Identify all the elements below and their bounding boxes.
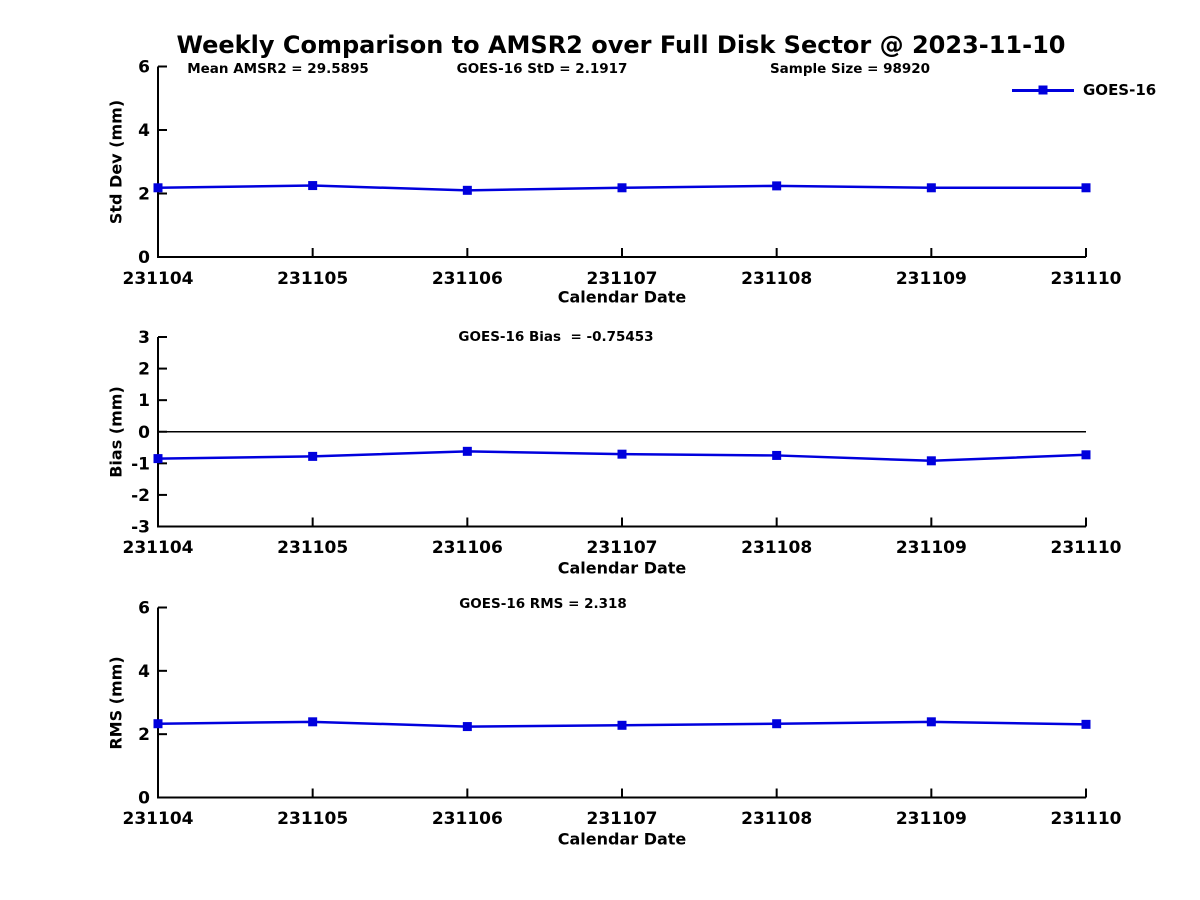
x-tick-label: 231104 xyxy=(123,809,194,829)
x-tick-label: 231105 xyxy=(277,538,348,558)
x-tick-label: 231104 xyxy=(123,538,194,558)
rms-x-axis-label: Calendar Date xyxy=(557,829,687,849)
data-point-marker xyxy=(462,185,472,195)
figure-title: Weekly Comparison to AMSR2 over Full Dis… xyxy=(176,31,1066,59)
data-point-marker xyxy=(772,450,782,460)
x-tick-label: 231108 xyxy=(741,269,812,289)
y-tick-label: -3 xyxy=(131,518,150,538)
x-tick-label: 231107 xyxy=(587,269,658,289)
y-tick-label: 0 xyxy=(138,423,150,443)
x-tick-label: 231108 xyxy=(741,538,812,558)
x-tick-label: 231106 xyxy=(432,809,503,829)
annotation-goes16-bias: GOES-16 Bias = -0.75453 xyxy=(458,329,654,345)
x-tick-label: 231107 xyxy=(587,809,658,829)
x-tick-label: 231104 xyxy=(123,269,194,289)
data-point-marker xyxy=(1081,183,1091,193)
data-point-marker xyxy=(308,451,318,461)
y-tick-label: 6 xyxy=(138,58,150,78)
x-tick-label: 231105 xyxy=(277,809,348,829)
subplot-3: 0 2 4 6 231104 231105 231106 231107 231108 231109… xyxy=(123,599,1122,830)
y-tick-label: -2 xyxy=(131,486,150,506)
x-tick-label: 231110 xyxy=(1051,538,1122,558)
data-point-marker xyxy=(926,717,936,727)
y-tick-label: 2 xyxy=(138,185,150,205)
y-tick-label: 6 xyxy=(138,599,150,619)
stddev-y-axis-label: Std Dev (mm) xyxy=(106,99,126,225)
data-point-marker xyxy=(153,183,163,193)
y-tick-label: 0 xyxy=(138,248,150,268)
data-point-marker xyxy=(153,454,163,464)
x-tick-label: 231108 xyxy=(741,809,812,829)
data-point-marker xyxy=(772,181,782,191)
x-tick-label: 231109 xyxy=(896,269,967,289)
data-point-marker xyxy=(617,449,627,459)
rms-y-axis-label: RMS (mm) xyxy=(106,656,126,750)
x-tick-label: 231105 xyxy=(277,269,348,289)
data-point-marker xyxy=(617,183,627,193)
bias-y-axis-label: Bias (mm) xyxy=(106,386,126,478)
y-tick-label: 2 xyxy=(138,360,150,380)
subplot-2: -3 -2 -1 0 1 2 3 231104 231105 231106 231107 231108… xyxy=(123,328,1122,558)
data-point-marker xyxy=(617,720,627,730)
legend-line-sample xyxy=(1012,85,1074,95)
x-tick-label: 231106 xyxy=(432,538,503,558)
data-point-marker xyxy=(153,719,163,729)
data-point-marker xyxy=(308,181,318,191)
y-tick-label: 2 xyxy=(138,725,150,745)
annotation-goes16-rms: GOES-16 RMS = 2.318 xyxy=(459,596,627,612)
bias-x-axis-label: Calendar Date xyxy=(557,558,687,578)
legend-square-marker-icon xyxy=(1038,85,1048,95)
x-tick-label: 231110 xyxy=(1051,269,1122,289)
y-tick-label: 1 xyxy=(138,391,150,411)
data-point-marker xyxy=(926,456,936,466)
x-tick-label: 231109 xyxy=(896,809,967,829)
y-tick-label: 4 xyxy=(138,662,150,682)
y-tick-label: -1 xyxy=(131,454,150,474)
annotation-goes16-std: GOES-16 StD = 2.1917 xyxy=(456,61,628,77)
y-tick-label: 3 xyxy=(138,328,150,348)
y-tick-label: 0 xyxy=(138,789,150,809)
data-point-marker xyxy=(772,719,782,729)
data-point-marker xyxy=(1081,450,1091,460)
stddev-x-axis-label: Calendar Date xyxy=(557,287,687,307)
x-tick-label: 231110 xyxy=(1051,809,1122,829)
y-tick-label: 4 xyxy=(138,121,150,141)
subplot-1: 0 2 4 6 231104 231105 231106 231107 231108 231109… xyxy=(123,58,1122,290)
x-tick-label: 231106 xyxy=(432,269,503,289)
data-point-marker xyxy=(462,722,472,732)
legend: GOES-16 xyxy=(1012,81,1156,99)
data-point-marker xyxy=(308,717,318,727)
annotation-sample-size: Sample Size = 98920 xyxy=(769,61,931,77)
annotation-mean-amsr2: Mean AMSR2 = 29.5895 xyxy=(187,61,369,77)
data-point-marker xyxy=(926,183,936,193)
data-point-marker xyxy=(1081,719,1091,729)
x-tick-label: 231109 xyxy=(896,538,967,558)
legend-series-label: GOES-16 xyxy=(1083,81,1157,99)
data-point-marker xyxy=(462,446,472,456)
x-tick-label: 231107 xyxy=(587,538,658,558)
